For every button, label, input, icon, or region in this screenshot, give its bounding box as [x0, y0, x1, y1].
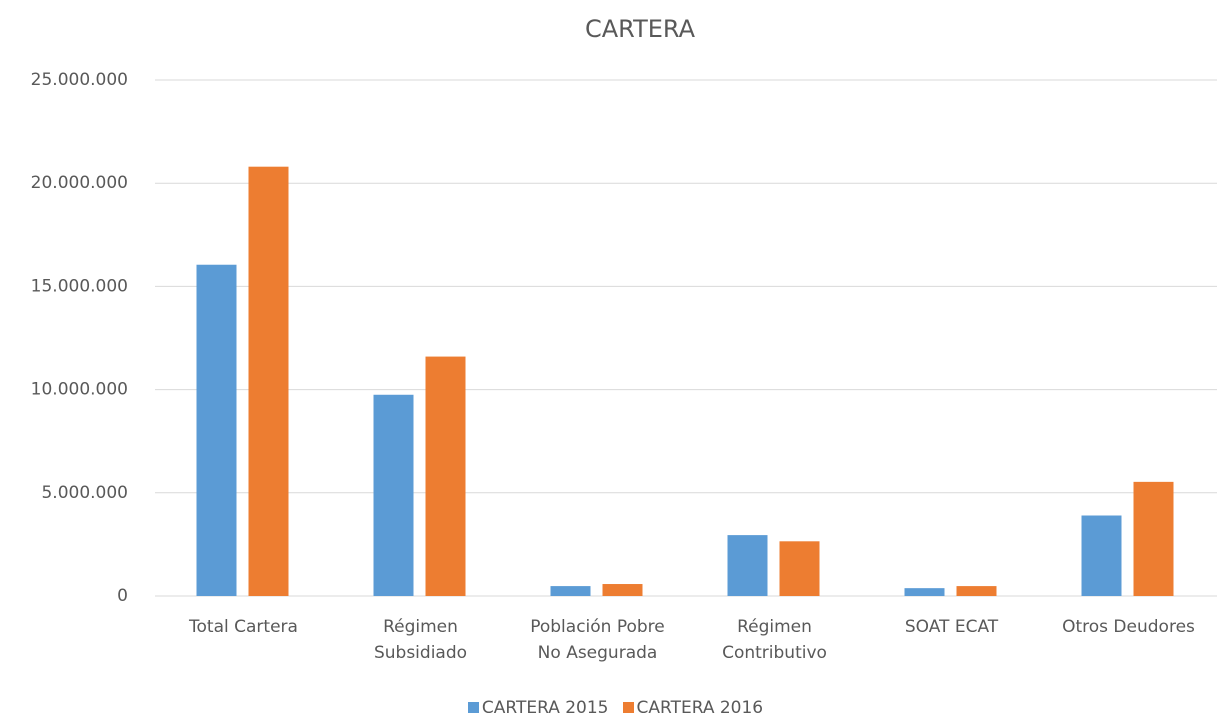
bar	[956, 586, 997, 596]
bar	[425, 356, 466, 596]
y-tick-label: 5.000.000	[41, 483, 128, 503]
bar	[373, 394, 414, 596]
bar	[779, 541, 820, 596]
x-tick-label: SOAT ECAT	[904, 617, 999, 637]
x-tick-label: Régimen Contributivo	[722, 617, 827, 663]
legend-label: CARTERA 2015	[481, 698, 609, 718]
y-tick-label: 10.000.000	[31, 380, 128, 400]
bar	[727, 535, 768, 596]
bar	[550, 586, 591, 596]
bar	[196, 264, 237, 596]
legend-label: CARTERA 2016	[636, 698, 764, 718]
y-tick-label: 15.000.000	[31, 276, 128, 296]
y-tick-label: 20.000.000	[31, 173, 128, 193]
x-tick-label: Población Pobre No Asegurada	[530, 617, 665, 663]
y-tick-label: 25.000.000	[31, 70, 128, 90]
x-tick-label: Régimen Subsidiado	[373, 617, 468, 663]
chart-title: CARTERA	[585, 15, 696, 43]
y-tick-label: 0	[117, 586, 128, 606]
bar	[904, 588, 945, 596]
bar	[248, 166, 289, 597]
legend-swatch	[467, 702, 479, 713]
legend: CARTERA 2015 CARTERA 2016	[0, 698, 1217, 718]
x-tick-label: Total Cartera	[189, 617, 298, 637]
bar	[602, 584, 643, 596]
bar	[1133, 481, 1174, 596]
legend-swatch	[622, 702, 634, 713]
x-tick-label: Otros Deudores	[1062, 617, 1195, 637]
bar	[1081, 515, 1122, 596]
